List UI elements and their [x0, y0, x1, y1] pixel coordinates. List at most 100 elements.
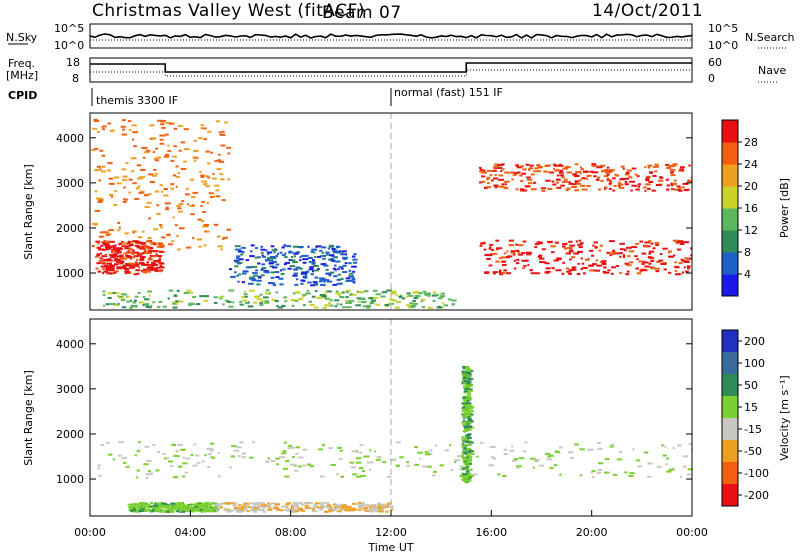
heatmap-cell [654, 241, 660, 244]
heatmap-cell [290, 256, 293, 259]
heatmap-cell [580, 257, 583, 260]
heatmap-cell [102, 290, 106, 293]
heatmap-cell [517, 244, 524, 247]
heatmap-cell [690, 176, 692, 179]
heatmap-cell [641, 269, 648, 272]
heatmap-cell [618, 184, 621, 187]
heatmap-cell [462, 398, 465, 401]
heatmap-cell [209, 448, 215, 451]
heatmap-cell [624, 181, 628, 184]
heatmap-cell [257, 262, 261, 265]
heatmap-cell [105, 232, 112, 235]
heatmap-cell [468, 410, 475, 413]
heatmap-cell [310, 250, 314, 253]
heatmap-cell [464, 428, 468, 431]
heatmap-cell [325, 251, 330, 254]
heatmap-cell [306, 289, 309, 292]
heatmap-cell [167, 506, 171, 509]
heatmap-cell [466, 462, 472, 465]
heatmap-cell [170, 159, 175, 162]
heatmap-cell [463, 446, 467, 449]
heatmap-cell [597, 447, 603, 450]
heatmap-cell [498, 271, 502, 274]
heatmap-cell [323, 501, 330, 504]
heatmap-cell [322, 254, 326, 257]
heatmap-cell [358, 291, 365, 294]
heatmap-cell [213, 195, 216, 198]
heatmap-cell [545, 262, 550, 265]
heatmap-cell [338, 266, 344, 269]
heatmap-cell [142, 244, 146, 247]
heatmap-cell [463, 425, 468, 428]
heatmap-cell [381, 291, 387, 294]
heatmap-cell [604, 471, 610, 474]
heatmap-cell [665, 163, 669, 166]
heatmap-cell [203, 299, 209, 302]
heatmap-cell [545, 452, 551, 455]
heatmap-cell [395, 294, 398, 297]
heatmap-cell [467, 376, 470, 379]
heatmap-cell [121, 133, 127, 136]
heatmap-cell [159, 138, 164, 141]
xtick-label: 16:00 [475, 526, 507, 539]
heatmap-cell [574, 163, 579, 166]
heatmap-cell [148, 192, 152, 195]
heatmap-cell [326, 504, 331, 507]
heatmap-cell [576, 182, 582, 185]
heatmap-cell [284, 505, 288, 508]
heatmap-cell [555, 186, 558, 189]
heatmap-cell [268, 262, 275, 265]
heatmap-cell [327, 272, 331, 275]
heatmap-cell [142, 268, 149, 271]
heatmap-cell [659, 252, 663, 255]
heatmap-cell [281, 304, 286, 307]
heatmap-cell [522, 168, 527, 171]
heatmap-cell [648, 250, 655, 253]
heatmap-cell [288, 250, 292, 253]
heatmap-cell [106, 272, 112, 275]
heatmap-cell [269, 282, 276, 285]
heatmap-cell [283, 296, 288, 299]
heatmap-cell [323, 296, 326, 299]
heatmap-cell [673, 179, 677, 182]
heatmap-cell [131, 138, 135, 141]
heatmap-cell [197, 504, 203, 507]
heatmap-cell [109, 240, 115, 243]
heatmap-cell [461, 456, 467, 459]
heatmap-cell [337, 273, 341, 276]
xtick-label: 20:00 [576, 526, 608, 539]
heatmap-cell [234, 508, 240, 511]
heatmap-cell [249, 509, 256, 512]
heatmap-cell [133, 273, 138, 276]
heatmap-cell [494, 186, 498, 189]
heatmap-cell [311, 508, 315, 511]
heatmap-cell [214, 159, 219, 162]
heatmap-cell [355, 457, 362, 460]
xtick-label: 08:00 [275, 526, 307, 539]
heatmap-cell [155, 242, 159, 245]
heatmap-cell [201, 180, 207, 183]
heatmap-cell [577, 243, 583, 246]
heatmap-cell [369, 508, 376, 511]
heatmap-cell [241, 456, 247, 459]
heatmap-cell [137, 236, 143, 239]
heatmap-cell [675, 273, 681, 276]
velocity-colorbar-swatch [722, 374, 738, 397]
heatmap-cell [626, 264, 632, 267]
heatmap-cell [274, 503, 281, 506]
power-colorbar-swatch [722, 252, 738, 275]
heatmap-cell [104, 240, 110, 243]
heatmap-cell [167, 460, 174, 463]
heatmap-cell [483, 186, 488, 189]
heatmap-cell [345, 299, 350, 302]
heatmap-cell [109, 264, 114, 267]
heatmap-cell [161, 126, 166, 129]
heatmap-cell [581, 177, 586, 180]
heatmap-cell [279, 251, 283, 254]
heatmap-cell [124, 272, 128, 275]
heatmap-cell [207, 176, 211, 179]
heatmap-cell [578, 239, 582, 242]
heatmap-cell [136, 476, 139, 479]
heatmap-cell [136, 505, 142, 508]
